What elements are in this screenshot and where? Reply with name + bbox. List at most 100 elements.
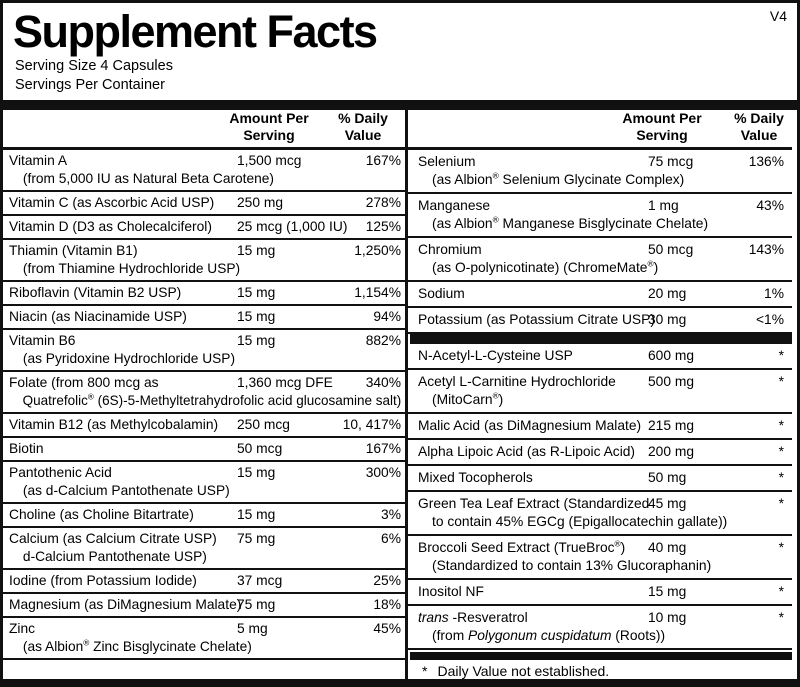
nutrient-name: Vitamin A bbox=[9, 153, 68, 168]
nutrient-row: Riboflavin (Vitamin B2 USP) 15 mg 1,154% bbox=[3, 282, 405, 306]
column-divider bbox=[405, 110, 408, 679]
nutrient-daily-value: 143% bbox=[748, 242, 784, 257]
mineral-rows: Selenium 75 mcg 136% (as Albion® Selenium G… bbox=[408, 150, 792, 334]
nutrient-daily-value: * bbox=[778, 496, 784, 511]
facts-columns: Amount Per Serving % Daily Value Vitamin… bbox=[3, 110, 797, 679]
nutrient-row: Chromium 50 mcg 143% (as O-polynicotinate) … bbox=[408, 238, 792, 282]
nutrient-amount: 40 mg bbox=[648, 540, 687, 555]
nutrient-daily-value: * bbox=[778, 444, 784, 459]
nutrient-subtext: (as Albion® Manganese Bisglycinate Chela… bbox=[432, 215, 709, 231]
nutrient-row: Malic Acid (as DiMagnesium Malate) 215 mg… bbox=[408, 414, 792, 440]
nutrient-row: Niacin (as Niacinamide USP) 15 mg 94% bbox=[3, 306, 405, 330]
nutrient-daily-value: * bbox=[778, 584, 784, 599]
nutrient-name: Green Tea Leaf Extract (Standardized bbox=[418, 496, 650, 511]
label-title: Supplement Facts bbox=[13, 6, 378, 57]
nutrient-daily-value: 136% bbox=[748, 154, 784, 169]
nutrient-name: Iodine (from Potassium Iodide) bbox=[9, 573, 197, 588]
nutrient-amount: 50 mg bbox=[648, 470, 687, 485]
nutrient-subtext: (MitoCarn®) bbox=[432, 391, 504, 407]
nutrient-daily-value: 18% bbox=[373, 597, 401, 612]
nutrient-subtext: (Standardized to contain 13% Glucoraphan… bbox=[432, 558, 712, 573]
nutrient-name: Broccoli Seed Extract (TrueBroc®) bbox=[418, 539, 626, 555]
nutrient-subtext: (from Polygonum cuspidatum (Roots)) bbox=[432, 628, 666, 643]
nutrient-row: trans -Resveratrol 10 mg * (from Polygonum … bbox=[408, 606, 792, 650]
servings-per-container: Servings Per Container bbox=[15, 77, 165, 93]
amount-per-serving-header: Amount Per Serving bbox=[229, 110, 309, 143]
amount-per-serving-header: Amount Per Serving bbox=[622, 110, 702, 143]
nutrient-amount: 15 mg bbox=[648, 584, 687, 599]
percent-daily-value-header: % Daily Value bbox=[734, 110, 784, 143]
nutrient-daily-value: 340% bbox=[365, 375, 401, 390]
nutrient-name: Vitamin B12 (as Methylcobalamin) bbox=[9, 417, 219, 432]
nutrient-name: Riboflavin (Vitamin B2 USP) bbox=[9, 285, 182, 300]
nutrient-amount: 75 mg bbox=[237, 531, 276, 546]
nutrient-name: Thiamin (Vitamin B1) bbox=[9, 243, 138, 258]
nutrient-row: Broccoli Seed Extract (TrueBroc®) 40 mg * (… bbox=[408, 536, 792, 580]
nutrient-daily-value: * bbox=[778, 610, 784, 625]
nutrient-name: trans -Resveratrol bbox=[418, 610, 528, 625]
nutrient-row: Alpha Lipoic Acid (as R-Lipoic Acid) 200 … bbox=[408, 440, 792, 466]
nutrient-daily-value: 1% bbox=[764, 286, 784, 301]
nutrient-name: Potassium (as Potassium Citrate USP) bbox=[418, 312, 655, 327]
nutrient-amount: 15 mg bbox=[237, 285, 276, 300]
nutrient-amount: 15 mg bbox=[237, 309, 276, 324]
section-separator-bar bbox=[410, 334, 792, 344]
nutrient-row: Pantothenic Acid 15 mg 300% (as d-Calcium P… bbox=[3, 462, 405, 504]
nutrient-amount: 50 mcg bbox=[237, 441, 283, 456]
nutrient-daily-value: 3% bbox=[381, 507, 401, 522]
nutrient-amount: 5 mg bbox=[237, 621, 268, 636]
nutrient-row: Inositol NF 15 mg * bbox=[408, 580, 792, 606]
nutrient-amount: 30 mg bbox=[648, 312, 687, 327]
nutrient-amount: 600 mg bbox=[648, 348, 695, 363]
nutrient-subtext: (from 5,000 IU as Natural Beta Carotene) bbox=[22, 171, 274, 186]
footnote-asterisk: * bbox=[422, 663, 428, 679]
nutrient-subtext: (as Albion® Selenium Glycinate Complex) bbox=[432, 171, 685, 187]
nutrient-daily-value: 278% bbox=[365, 195, 401, 210]
nutrient-amount: 1,360 mcg DFE bbox=[237, 375, 333, 390]
nutrient-row: Thiamin (Vitamin B1) 15 mg 1,250% (from Thi… bbox=[3, 240, 405, 282]
nutrient-row: N-Acetyl-L-Cysteine USP 600 mg * bbox=[408, 344, 792, 370]
nutrient-row: Vitamin C (as Ascorbic Acid USP) 250 mg 27… bbox=[3, 192, 405, 216]
nutrient-name: Acetyl L-Carnitine Hydrochloride bbox=[418, 374, 616, 389]
nutrient-name: Biotin bbox=[9, 441, 44, 456]
nutrient-daily-value: * bbox=[778, 470, 784, 485]
nutrient-name: Malic Acid (as DiMagnesium Malate) bbox=[418, 418, 642, 433]
nutrient-amount: 1,500 mcg bbox=[237, 153, 302, 168]
nutrient-daily-value: 6% bbox=[381, 531, 401, 546]
nutrient-daily-value: 43% bbox=[756, 198, 784, 213]
nutrient-daily-value: 1,250% bbox=[354, 243, 401, 258]
nutrient-subtext: Quatrefolic® (6S)-5-Methyltetrahydrofoli… bbox=[22, 392, 402, 408]
nutrient-name: Vitamin C (as Ascorbic Acid USP) bbox=[9, 195, 215, 210]
nutrient-name: Pantothenic Acid bbox=[9, 465, 112, 480]
nutrient-subtext: d-Calcium Pantothenate USP) bbox=[22, 549, 207, 564]
footnote-text: Daily Value not established. bbox=[437, 663, 610, 679]
label-header: Supplement Facts Serving Size 4 Capsules… bbox=[3, 3, 797, 95]
nutrient-daily-value: 45% bbox=[373, 621, 401, 636]
nutrient-name: Selenium bbox=[418, 154, 476, 169]
nutrient-amount: 15 mg bbox=[237, 465, 276, 480]
serving-size: Serving Size 4 Capsules bbox=[15, 58, 173, 74]
nutrient-row: Potassium (as Potassium Citrate USP) 30 m… bbox=[408, 308, 792, 334]
nutrient-daily-value: 10, 417% bbox=[342, 417, 401, 432]
nutrient-amount: 45 mg bbox=[648, 496, 687, 511]
nutrient-row: Acetyl L-Carnitine Hydrochloride 500 mg * (… bbox=[408, 370, 792, 414]
right-column-header: Amount Per Serving % Daily Value bbox=[408, 110, 792, 150]
nutrient-daily-value: 300% bbox=[365, 465, 401, 480]
nutrient-amount: 37 mcg bbox=[237, 573, 283, 588]
nutrient-amount: 500 mg bbox=[648, 374, 695, 389]
nutrient-name: Vitamin B6 bbox=[9, 333, 76, 348]
nutrient-daily-value: * bbox=[778, 374, 784, 389]
nutrient-row: Choline (as Choline Bitartrate) 15 mg 3% bbox=[3, 504, 405, 528]
nutrient-row: Manganese 1 mg 43% (as Albion® Manganese Bi… bbox=[408, 194, 792, 238]
nutrient-row: Magnesium (as DiMagnesium Malate) 75 mg 18… bbox=[3, 594, 405, 618]
nutrient-name: Niacin (as Niacinamide USP) bbox=[9, 309, 187, 324]
nutrient-subtext: to contain 45% EGCg (Epigallocatechin ga… bbox=[432, 514, 728, 529]
nutrient-subtext: (as O-polynicotinate) (ChromeMate®) bbox=[432, 259, 659, 275]
footnote-separator-bar bbox=[410, 652, 792, 660]
nutrient-row: Vitamin A 1,500 mcg 167% (from 5,000 IU as … bbox=[3, 150, 405, 192]
nutrient-subtext: (as d-Calcium Pantothenate USP) bbox=[22, 483, 230, 498]
nutrient-subtext: (as Pyridoxine Hydrochloride USP) bbox=[22, 351, 236, 366]
nutrient-row: Biotin 50 mcg 167% bbox=[3, 438, 405, 462]
nutrient-row: Zinc 5 mg 45% (as Albion® Zinc Bisglycinate… bbox=[3, 618, 405, 660]
